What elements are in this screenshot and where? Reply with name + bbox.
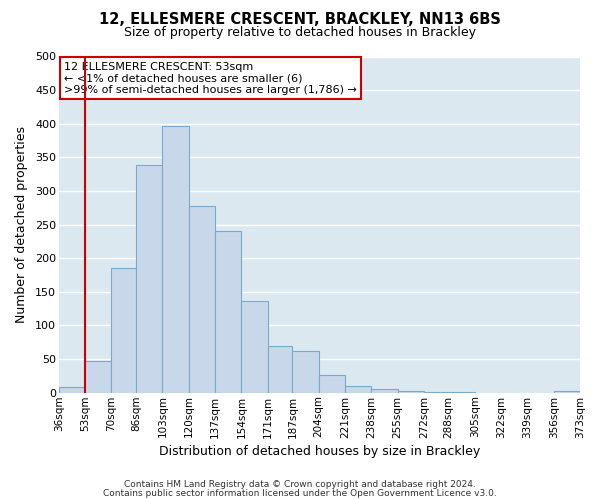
Bar (345, 386, 371, 392)
Bar (85, 361, 112, 392)
Bar (371, 390, 398, 392)
Text: 12, ELLESMERE CRESCENT, BRACKLEY, NN13 6BS: 12, ELLESMERE CRESCENT, BRACKLEY, NN13 6… (99, 12, 501, 28)
Bar (189, 206, 215, 392)
Bar (163, 126, 189, 392)
Bar (241, 301, 268, 392)
Bar (268, 346, 292, 393)
Bar (319, 375, 345, 392)
Text: Contains HM Land Registry data © Crown copyright and database right 2024.: Contains HM Land Registry data © Crown c… (124, 480, 476, 489)
Bar (112, 268, 136, 392)
Y-axis label: Number of detached properties: Number of detached properties (15, 126, 28, 323)
Bar (59, 388, 85, 392)
Text: Size of property relative to detached houses in Brackley: Size of property relative to detached ho… (124, 26, 476, 39)
Bar (215, 232, 241, 392)
Bar (136, 166, 163, 392)
Text: 12 ELLESMERE CRESCENT: 53sqm
← <1% of detached houses are smaller (6)
>99% of se: 12 ELLESMERE CRESCENT: 53sqm ← <1% of de… (64, 62, 357, 94)
Text: Contains public sector information licensed under the Open Government Licence v3: Contains public sector information licen… (103, 488, 497, 498)
Bar (292, 351, 319, 393)
X-axis label: Distribution of detached houses by size in Brackley: Distribution of detached houses by size … (159, 444, 480, 458)
